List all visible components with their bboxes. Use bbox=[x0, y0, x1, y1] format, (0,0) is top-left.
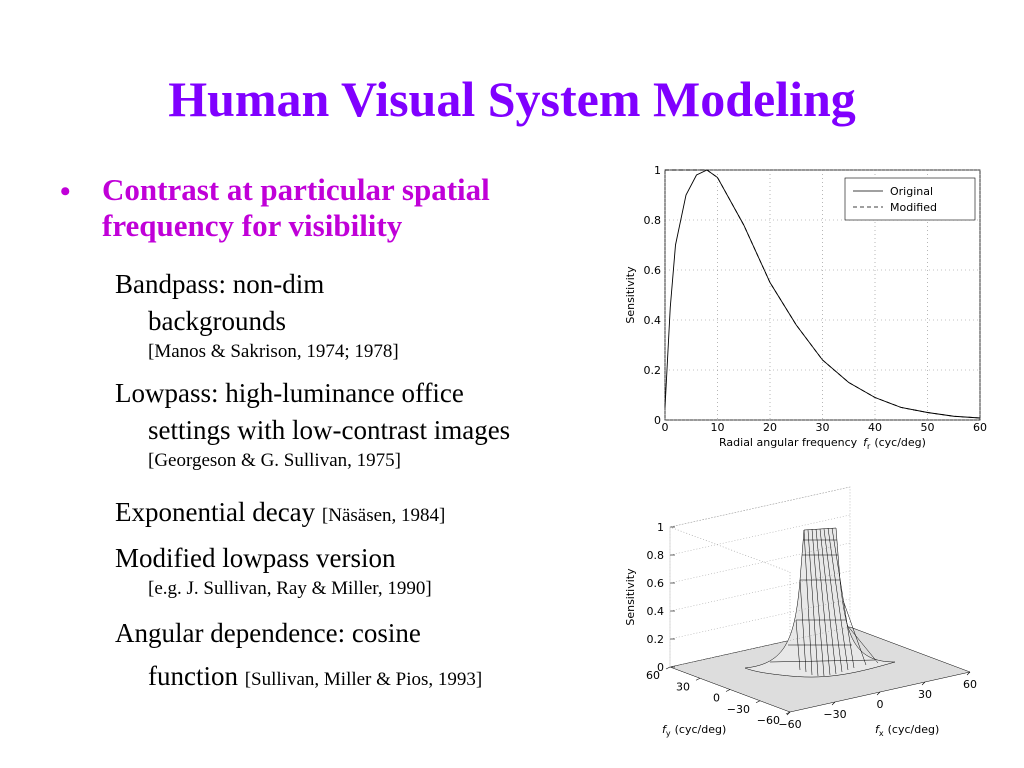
item-line: function [Sullivan, Miller & Pios, 1993] bbox=[115, 658, 482, 698]
x-tick-label: 0 bbox=[662, 421, 669, 434]
axis-label-unit: (cyc/deg) bbox=[675, 723, 727, 736]
x-tick-label: 60 bbox=[973, 421, 987, 434]
y-tick-label: 60 bbox=[646, 669, 660, 682]
y-tick bbox=[785, 711, 791, 715]
y-tick-label: 0.8 bbox=[644, 214, 662, 227]
x-tick-label: 30 bbox=[816, 421, 830, 434]
z-tick-label: 0.8 bbox=[647, 549, 665, 562]
item: Bandpass: non-dim backgrounds [Manos & S… bbox=[115, 266, 399, 364]
x-tick-label: 10 bbox=[711, 421, 725, 434]
bullet-dot: • bbox=[60, 175, 71, 208]
y-tick-label: 0.6 bbox=[644, 264, 662, 277]
axis-label-var: f bbox=[863, 436, 869, 449]
axis-label-unit: (cyc/deg) bbox=[874, 436, 926, 449]
item-ref: [Manos & Sakrison, 1974; 1978] bbox=[148, 341, 399, 362]
surface-mesh-lines bbox=[795, 527, 879, 677]
x-tick-label: 30 bbox=[918, 688, 932, 701]
item-line: Bandpass: non-dim bbox=[115, 269, 325, 299]
surface-mesh bbox=[669, 527, 971, 713]
item-line: settings with low-contrast images bbox=[148, 415, 511, 445]
item-ref: [Näsäsen, 1984] bbox=[321, 505, 446, 526]
y-axis-label: fy (cyc/deg) bbox=[662, 723, 726, 738]
surface-walls bbox=[669, 486, 851, 713]
y-tick-label: 0 bbox=[654, 414, 661, 427]
y-tick-label: 0.4 bbox=[644, 314, 662, 327]
axis-label-sub: r bbox=[867, 442, 871, 451]
y-tick-label: −30 bbox=[727, 703, 750, 716]
item-line: Lowpass: high-luminance office bbox=[115, 378, 464, 408]
grid-line bbox=[669, 598, 851, 640]
item-ref: [Sullivan, Miller & Pios, 1993] bbox=[244, 669, 483, 690]
z-tick-label: 0.6 bbox=[647, 577, 665, 590]
item: Lowpass: high-luminance office settings … bbox=[115, 375, 510, 473]
x-tick bbox=[831, 701, 836, 706]
axis-label-text: Radial angular frequency bbox=[719, 436, 858, 449]
z-tick-label: 1 bbox=[657, 521, 664, 534]
bullet-text: Contrast at particular spatial frequency… bbox=[102, 172, 490, 243]
y-tick bbox=[665, 666, 671, 670]
x-tick-label: 50 bbox=[921, 421, 935, 434]
y-tick bbox=[755, 700, 761, 704]
axis-label-var: f bbox=[875, 723, 881, 736]
item: Exponential decay [Näsäsen, 1984] bbox=[115, 494, 445, 534]
plot-frame bbox=[664, 169, 981, 421]
axis-label-var: f bbox=[662, 723, 668, 736]
z-tick-label: 0 bbox=[657, 661, 664, 674]
axis-label-unit: (cyc/deg) bbox=[888, 723, 940, 736]
legend-label: Modified bbox=[890, 201, 937, 214]
z-tick-label: 0.2 bbox=[647, 633, 665, 646]
y-tick-label: −60 bbox=[757, 714, 780, 727]
legend-box bbox=[844, 177, 976, 221]
grid-line bbox=[669, 626, 851, 668]
y-tick bbox=[695, 677, 701, 681]
x-axis-label: Radial angular frequency fr (cyc/deg) bbox=[719, 436, 926, 451]
y-tick-label: 30 bbox=[676, 680, 690, 693]
x-tick bbox=[786, 711, 791, 716]
y-tick-label: 1 bbox=[654, 164, 661, 177]
x-tick bbox=[966, 671, 971, 676]
grid-line bbox=[669, 570, 851, 612]
series-line bbox=[665, 169, 981, 419]
back-wall bbox=[669, 486, 851, 668]
grid-line bbox=[669, 514, 851, 556]
x-tick-label: 40 bbox=[868, 421, 882, 434]
side-wall bbox=[669, 526, 791, 713]
grid-line bbox=[669, 542, 851, 584]
surface-peak bbox=[744, 527, 896, 678]
x-tick-label: −60 bbox=[778, 718, 801, 731]
y-tick bbox=[725, 689, 731, 692]
x-tick-label: 0 bbox=[877, 698, 884, 711]
axis-label-sub: y bbox=[666, 729, 671, 738]
item-line: backgrounds bbox=[148, 306, 286, 336]
item-line: Exponential decay bbox=[115, 497, 316, 527]
y-tick-label: 0 bbox=[713, 692, 720, 705]
x-tick-label: 20 bbox=[763, 421, 777, 434]
x-axis-label: fx (cyc/deg) bbox=[875, 723, 939, 738]
x-tick-label: −30 bbox=[823, 708, 846, 721]
z-tick-label: 0.4 bbox=[647, 605, 665, 618]
grid-line bbox=[669, 486, 851, 528]
legend-label: Original bbox=[890, 185, 933, 198]
item-ref: [Georgeson & G. Sullivan, 1975] bbox=[148, 450, 401, 471]
y-axis-label: Sensitivity bbox=[624, 266, 637, 324]
item-ref: [e.g. J. Sullivan, Ray & Miller, 1990] bbox=[148, 578, 432, 599]
axis-label-sub: x bbox=[879, 729, 884, 738]
item-line: Modified lowpass version bbox=[115, 543, 396, 573]
surface-mesh-lines bbox=[769, 539, 876, 663]
item: Modified lowpass version [e.g. J. Sulliv… bbox=[115, 540, 432, 601]
z-axis-label: Sensitivity bbox=[624, 568, 637, 626]
x-tick bbox=[921, 681, 926, 686]
item-line-text: function bbox=[148, 661, 238, 691]
item: Angular dependence: cosine function [Sul… bbox=[115, 615, 482, 698]
x-tick-label: 60 bbox=[963, 678, 977, 691]
slide-title: Human Visual System Modeling bbox=[168, 71, 856, 127]
surface-floor bbox=[669, 626, 971, 713]
x-tick bbox=[876, 691, 881, 696]
item-line: Angular dependence: cosine bbox=[115, 618, 421, 648]
series-line bbox=[664, 169, 981, 419]
y-tick-label: 0.2 bbox=[644, 364, 662, 377]
